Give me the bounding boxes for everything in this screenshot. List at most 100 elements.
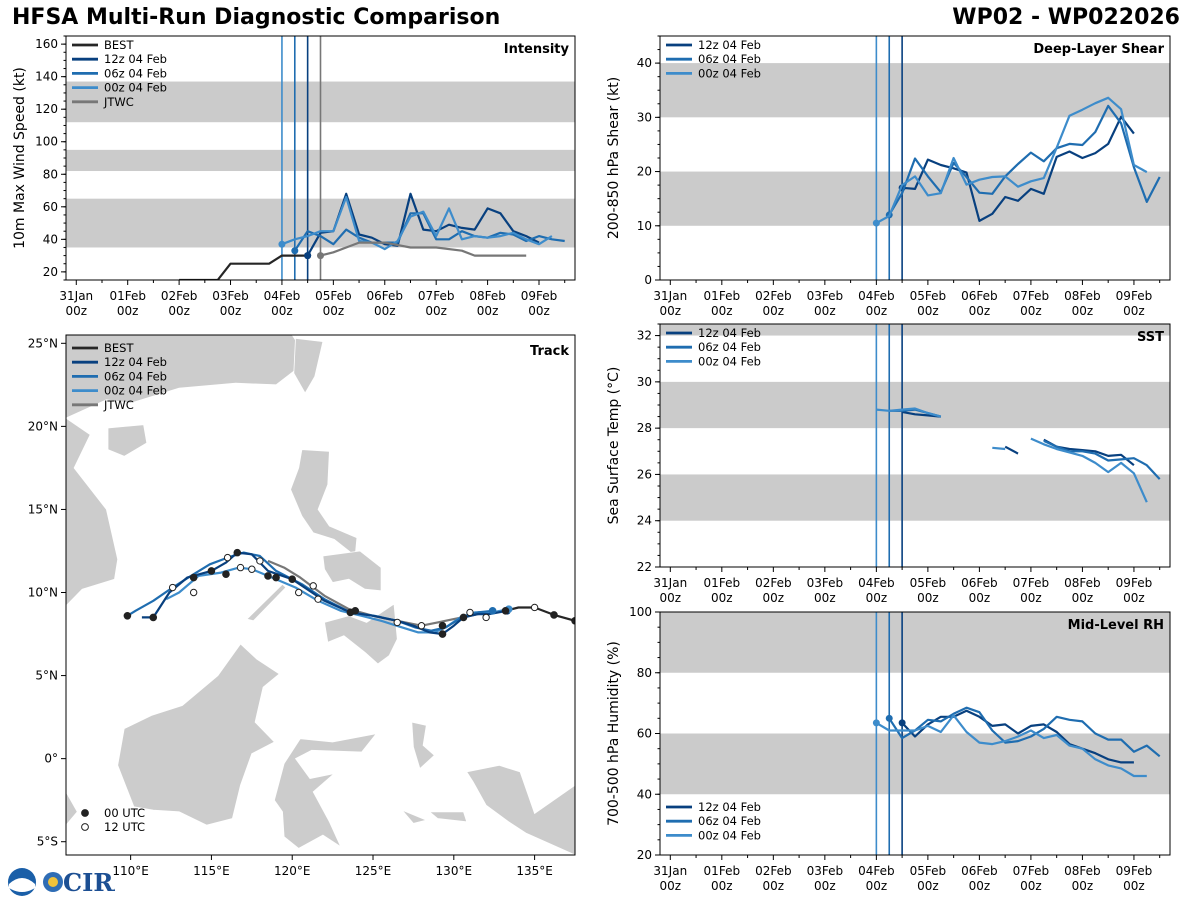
rh-ytick-label: 20 [637, 848, 652, 862]
shear-xtick-label: 08Feb [1064, 289, 1101, 303]
rh-ylabel: 700-500 hPa Humidity (%) [606, 641, 622, 826]
land-mass [324, 603, 398, 665]
track-marker-00utc [233, 548, 242, 557]
intensity-xtick-label: 03Feb [212, 289, 249, 303]
sst-legend-label: 12z 04 Feb [698, 326, 761, 340]
intensity-xtick-sub: 00z [271, 304, 293, 318]
track-legend-label: 06z 04 Feb [104, 369, 167, 383]
intensity-xtick-sub: 00z [220, 304, 242, 318]
intensity-ytick-label: 60 [43, 200, 58, 214]
shear-legend-label: 06z 04 Feb [698, 52, 761, 66]
shear-ytick-label: 30 [637, 110, 652, 124]
rh-xtick-label: 08Feb [1064, 864, 1101, 878]
rh-series-06z [888, 706, 1161, 758]
track-plot-area [66, 335, 575, 855]
sst-xtick-label: 01Feb [704, 576, 741, 590]
land-mass [401, 809, 428, 824]
intensity-ytick-label: 100 [35, 135, 58, 149]
rh-xtick-label: 31Jan [653, 864, 687, 878]
sst-xtick-sub: 00z [660, 591, 682, 605]
track-marker-legend-dot [81, 823, 89, 831]
intensity-title: Intensity [504, 42, 570, 57]
intensity-ytick-label: 80 [43, 167, 58, 181]
rh-xtick-sub: 00z [917, 879, 939, 893]
intensity-legend-label: 00z 04 Feb [104, 81, 167, 95]
intensity-series-12z [306, 192, 540, 257]
logo-text: CIRA [63, 868, 115, 897]
rh-xtick-sub: 00z [660, 879, 682, 893]
intensity-xtick-label: 09Feb [521, 289, 558, 303]
land-mass [117, 643, 280, 826]
sst-xtick-label: 03Feb [807, 576, 844, 590]
intensity-xtick-label: 07Feb [418, 289, 455, 303]
intensity-panel: 2040608010012014016031Jan00z01Feb00z02Fe… [12, 35, 576, 318]
sst-xtick-label: 09Feb [1116, 576, 1153, 590]
track-xtick-label: 110°E [112, 864, 149, 878]
track-ytick-label: 5°N [35, 669, 58, 683]
track-series-12z [141, 551, 508, 636]
rh-legend-label: 06z 04 Feb [698, 814, 761, 828]
land-mass [466, 764, 575, 855]
sst-ytick-label: 26 [637, 467, 652, 481]
sst-xtick-label: 05Feb [910, 576, 947, 590]
shear-xtick-label: 07Feb [1013, 289, 1050, 303]
shear-start-dot-00z [872, 219, 880, 227]
intensity-xtick-label: 06Feb [367, 289, 404, 303]
sst-series-12z [1004, 445, 1019, 455]
sst-ytick-label: 22 [637, 560, 652, 574]
track-marker-legend-label: 00 UTC [104, 806, 145, 820]
track-marker-legend-dot [81, 809, 89, 817]
sst-band [660, 381, 1170, 429]
intensity-ytick-label: 140 [35, 70, 58, 84]
track-legend-label: BEST [104, 341, 134, 355]
land-mass [66, 417, 119, 618]
intensity-xtick-sub: 00z [374, 304, 396, 318]
noaa-emblem-icon: CIRA [8, 868, 132, 897]
intensity-series-JTWC [320, 241, 527, 257]
shear-legend-label: 12z 04 Feb [698, 38, 761, 52]
shear-panel: 01020304031Jan00z01Feb00z02Feb00z03Feb00… [606, 35, 1171, 318]
track-xtick-label: 130°E [436, 864, 473, 878]
rh-panel: 2040608010031Jan00z01Feb00z02Feb00z03Feb… [606, 605, 1171, 893]
track-marker-00utc [438, 630, 447, 638]
sst-series-00z [992, 446, 1006, 451]
intensity-legend-label: BEST [104, 38, 134, 52]
sst-band [660, 324, 1170, 336]
intensity-xtick-sub: 00z [323, 304, 345, 318]
sst-ylabel: Sea Surface Temp (°C) [606, 367, 622, 525]
land-mass [293, 337, 324, 394]
rh-start-dot-06z [885, 714, 893, 722]
intensity-xtick-sub: 00z [168, 304, 190, 318]
shear-xtick-sub: 00z [1123, 304, 1145, 318]
track-marker-12utc [466, 608, 474, 617]
rh-xtick-sub: 00z [1123, 879, 1145, 893]
track-marker-00utc [550, 611, 558, 619]
rh-plot-area [660, 612, 1170, 855]
track-ytick-label: 15°N [28, 502, 58, 516]
sst-band [660, 474, 1170, 521]
track-ytick-label: 5°S [37, 835, 58, 849]
track-marker-00utc [222, 570, 230, 579]
intensity-series-00z [281, 195, 553, 251]
sst-xtick-sub: 00z [1072, 591, 1094, 605]
rh-xtick-label: 09Feb [1116, 864, 1153, 878]
rh-legend-label: 12z 04 Feb [698, 800, 761, 814]
intensity-xtick-label: 02Feb [161, 289, 198, 303]
track-ytick-label: 25°N [28, 336, 58, 350]
sst-plot-area [660, 324, 1170, 567]
storm-id: WP02 - WP022026 [952, 5, 1180, 30]
land-mass [290, 449, 358, 557]
rh-xtick-sub: 00z [711, 879, 733, 893]
intensity-xtick-sub: 00z [425, 304, 447, 318]
track-xtick-label: 120°E [274, 864, 311, 878]
shear-series-06z [888, 104, 1161, 216]
intensity-xtick-sub: 00z [477, 304, 499, 318]
track-start-dot-06z [488, 606, 497, 615]
rh-band [660, 612, 1170, 673]
shear-xtick-sub: 00z [711, 304, 733, 318]
intensity-ytick-label: 120 [35, 102, 58, 116]
track-marker-00utc [459, 613, 468, 622]
intensity-start-dot-12z [304, 252, 312, 260]
track-series-BEST [505, 606, 575, 622]
